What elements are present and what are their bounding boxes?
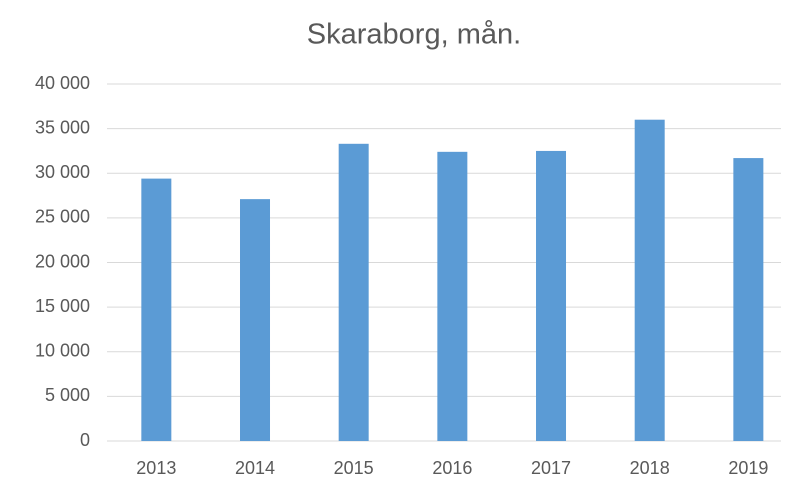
bar (733, 158, 764, 441)
bar (338, 143, 369, 442)
bar (240, 199, 271, 441)
y-tick-label: 10 000 (35, 341, 90, 361)
x-tick-label: 2013 (136, 458, 176, 478)
y-tick-label: 25 000 (35, 207, 90, 227)
y-tick-label: 5 000 (45, 385, 90, 405)
x-tick-label: 2018 (630, 458, 670, 478)
bar (141, 178, 172, 442)
x-tick-label: 2015 (334, 458, 374, 478)
chart-title: Skaraborg, mån. (307, 19, 521, 51)
y-tick-label: 0 (80, 430, 90, 450)
x-tick-label: 2019 (728, 458, 768, 478)
y-tick-label: 20 000 (35, 251, 90, 271)
y-tick-label: 40 000 (35, 73, 90, 93)
y-tick-label: 30 000 (35, 162, 90, 182)
x-tick-label: 2017 (531, 458, 571, 478)
y-tick-label: 15 000 (35, 296, 90, 316)
bar (634, 119, 665, 441)
x-tick-label: 2016 (432, 458, 472, 478)
bar (536, 150, 567, 441)
x-tick-label: 2014 (235, 458, 275, 478)
bar (437, 151, 468, 441)
y-tick-label: 35 000 (35, 117, 90, 137)
